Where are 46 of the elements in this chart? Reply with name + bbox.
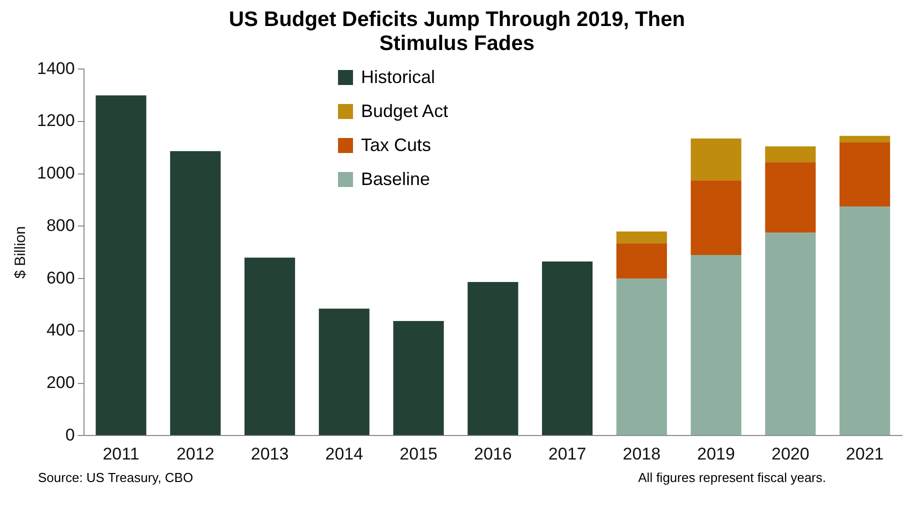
legend-label: Budget Act: [361, 100, 448, 123]
bar: [244, 258, 296, 436]
y-tick-label: 200: [46, 372, 75, 392]
bar: [690, 180, 742, 256]
bar: [840, 136, 890, 142]
bar: [96, 95, 146, 436]
legend-label: Historical: [361, 66, 436, 89]
bar: [840, 206, 890, 436]
y-tick-label: 800: [46, 216, 75, 235]
x-tick-label: 2017: [548, 444, 586, 464]
bar: [318, 308, 370, 436]
bar: [616, 243, 667, 279]
x-tick-label: 2011: [102, 444, 140, 464]
x-tick-label: 2020: [772, 444, 810, 464]
bar: [765, 232, 816, 436]
x-tick-label: 2021: [846, 444, 884, 464]
x-tick-label: 2014: [325, 444, 364, 464]
bar: [616, 231, 667, 244]
y-tick-label: 600: [46, 268, 75, 288]
y-tick-label: 1400: [36, 58, 75, 78]
bar: [840, 142, 890, 207]
bar: [616, 278, 667, 436]
y-tick-label: 1200: [36, 111, 75, 130]
y-tick-label: 0: [65, 425, 75, 444]
y-axis-title: $ Billion: [12, 226, 30, 279]
y-tick-label: 400: [46, 320, 75, 340]
chart-title: US Budget Deficits Jump Through 2019, Then Stimulus Fades: [228, 8, 686, 56]
bar: [765, 162, 816, 233]
bar: [542, 262, 593, 436]
bar: [765, 146, 816, 162]
x-tick-label: 2016: [474, 444, 512, 464]
x-tick-label: 2019: [697, 444, 735, 464]
text: All figures represent fiscal years.: [638, 470, 826, 485]
source-note: Source: US Treasury, CBO: [38, 470, 194, 485]
bar: [468, 282, 518, 436]
x-tick-label: 2018: [622, 444, 661, 464]
bar: [170, 151, 221, 436]
bar: [393, 320, 444, 436]
bar: [690, 255, 742, 436]
x-tick-label: 2015: [400, 444, 438, 464]
x-tick-label: 2012: [176, 444, 214, 464]
bar: [690, 138, 742, 180]
y-tick-label: 1000: [36, 164, 75, 183]
x-tick-label: 2013: [250, 444, 289, 464]
legend-label: Baseline: [361, 168, 430, 191]
legend-label: Tax Cuts: [361, 134, 432, 157]
